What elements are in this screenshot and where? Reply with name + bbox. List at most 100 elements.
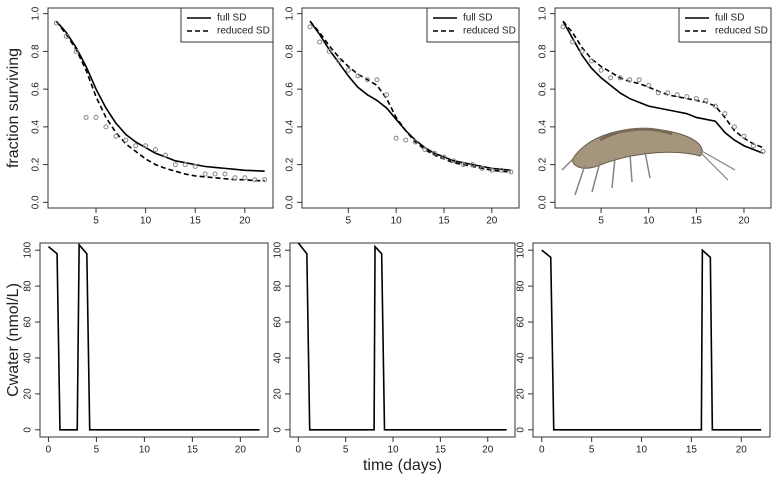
- plot-box: [301, 7, 520, 209]
- legend-label: reduced SD: [715, 26, 768, 37]
- panel: 5 10 15 20 0.0 0.2 0.4 0.6 0.8 1.0 full SD reduced …: [538, 6, 772, 227]
- y-tick-label: 1.0: [538, 6, 549, 20]
- y-tick-label: 0.8: [285, 44, 296, 58]
- y-tick-label: 0.2: [538, 157, 549, 171]
- observed-point: [317, 39, 323, 45]
- observed-point: [684, 94, 690, 100]
- observed-point: [560, 24, 566, 30]
- x-tick-label: 15: [438, 216, 450, 227]
- legend-label: reduced SD: [463, 26, 516, 37]
- x-tick-label: 5: [589, 445, 595, 456]
- y-tick-label: 80: [23, 280, 34, 292]
- y-tick-label: 40: [23, 352, 34, 364]
- x-tick-label: 20: [235, 445, 247, 456]
- y-tick-label: 40: [273, 352, 284, 364]
- y-tick-label: 20: [23, 388, 34, 400]
- x-tick-label: 20: [486, 216, 498, 227]
- y-tick-label: 0.0: [538, 195, 549, 209]
- panel: 0 5 10 15 20 0 20 40 60 80 100 Cwater (nmol/L): [5, 241, 269, 456]
- observed-point: [326, 48, 332, 54]
- legend-label: full SD: [463, 13, 492, 24]
- x-tick-label: 20: [738, 216, 750, 227]
- x-tick-label: 0: [46, 445, 52, 456]
- observed-point: [242, 175, 248, 181]
- x-tick-label: 10: [139, 445, 151, 456]
- observed-point: [703, 97, 709, 103]
- legend-box: [678, 7, 772, 43]
- x-tick-label: 10: [643, 216, 655, 227]
- observed-point: [153, 147, 159, 153]
- y-tick-label: 60: [23, 316, 34, 328]
- y-tick-label: 100: [516, 241, 527, 258]
- x-tick-label: 10: [140, 216, 152, 227]
- observed-point: [364, 77, 370, 83]
- observed-point: [133, 143, 139, 149]
- observed-point: [460, 162, 466, 168]
- observed-point: [262, 177, 268, 183]
- y-tick-label: 60: [516, 316, 527, 328]
- x-tick-label: 0: [539, 445, 545, 456]
- y-axis-label: fraction surviving: [5, 48, 22, 168]
- observed-point: [307, 24, 313, 30]
- y-tick-label: 80: [516, 280, 527, 292]
- observed-point: [479, 165, 485, 171]
- y-tick-label: 0.0: [31, 195, 42, 209]
- legend-box: [426, 7, 520, 43]
- observed-point: [598, 67, 604, 73]
- observed-point: [589, 58, 595, 64]
- observed-point: [741, 133, 747, 139]
- series-line: [47, 242, 260, 431]
- series-line: [562, 20, 764, 149]
- observed-point: [451, 158, 457, 164]
- series-line: [541, 248, 762, 431]
- y-tick-label: 0.4: [31, 119, 42, 133]
- y-tick-label: 1.0: [285, 6, 296, 20]
- y-tick-label: 0.2: [285, 157, 296, 171]
- series-line: [55, 20, 265, 182]
- y-tick-label: 0.8: [538, 44, 549, 58]
- y-tick-label: 0.6: [538, 82, 549, 96]
- series-line: [55, 20, 265, 173]
- y-tick-label: 0.0: [285, 195, 296, 209]
- plot-box: [39, 242, 269, 438]
- observed-point: [570, 39, 576, 45]
- y-tick-label: 0: [273, 427, 284, 433]
- observed-point: [498, 167, 504, 173]
- observed-point: [222, 171, 228, 177]
- observed-point: [232, 175, 238, 181]
- x-tick-label: 20: [482, 445, 494, 456]
- observed-point: [103, 124, 109, 130]
- panel: 5 10 15 20 0.0 0.2 0.4 0.6 0.8 1.0 full SD reduced …: [285, 6, 520, 227]
- x-tick-label: 5: [346, 216, 352, 227]
- observed-point: [336, 58, 342, 64]
- observed-point: [83, 114, 89, 120]
- observed-point: [627, 77, 633, 83]
- observed-point: [212, 171, 218, 177]
- observed-point: [750, 143, 756, 149]
- observed-point: [693, 96, 699, 102]
- observed-point: [355, 73, 361, 79]
- x-tick-label: 20: [736, 445, 748, 456]
- observed-point: [345, 67, 351, 73]
- observed-point: [73, 48, 79, 54]
- y-tick-label: 0.8: [31, 44, 42, 58]
- x-tick-label: 15: [435, 445, 447, 456]
- x-tick-label: 10: [391, 216, 403, 227]
- observed-point: [202, 171, 208, 177]
- observed-point: [674, 92, 680, 98]
- y-tick-label: 0.4: [538, 119, 549, 133]
- plot-box: [47, 7, 274, 209]
- x-tick-label: 15: [190, 216, 202, 227]
- y-tick-label: 20: [516, 388, 527, 400]
- legend-label: full SD: [715, 13, 744, 24]
- y-tick-label: 100: [23, 241, 34, 258]
- series-line: [309, 20, 512, 172]
- observed-point: [252, 177, 258, 183]
- observed-point: [384, 92, 390, 98]
- legend-label: full SD: [217, 13, 246, 24]
- observed-point: [374, 77, 380, 83]
- y-tick-label: 60: [273, 316, 284, 328]
- observed-point: [655, 90, 661, 96]
- observed-point: [182, 162, 188, 168]
- observed-point: [579, 48, 585, 54]
